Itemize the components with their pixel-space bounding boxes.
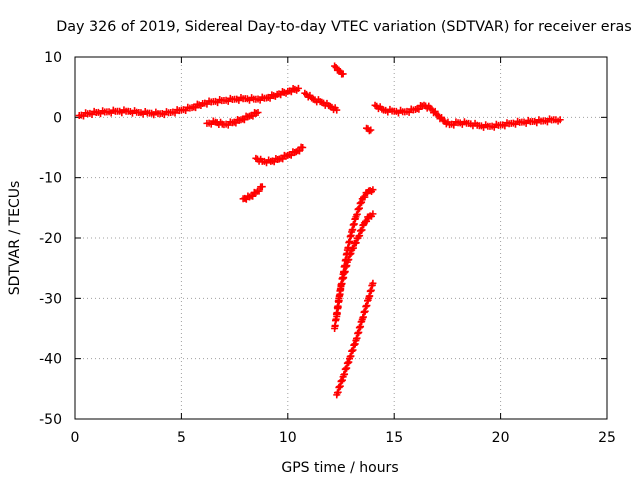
series-track-13-14h <box>363 124 375 135</box>
chart-title: Day 326 of 2019, Sidereal Day-to-day VTE… <box>56 19 631 35</box>
data-point <box>339 70 347 78</box>
data-point <box>299 144 307 151</box>
series-track-main-morning <box>75 84 302 120</box>
data-point <box>192 104 200 112</box>
y-tick-label: 0 <box>53 110 62 126</box>
series-track-9-10h <box>252 143 307 167</box>
data-point <box>556 116 564 124</box>
data-point <box>333 106 341 114</box>
tick-labels: 0 5 10 15 20 25 -50 -40 -30 -20 -10 0 10 <box>39 50 616 446</box>
series-track-13h <box>331 62 347 78</box>
data-point <box>367 126 375 134</box>
series-track-upper-eve <box>371 101 564 131</box>
x-axis-label: GPS time / hours <box>281 460 398 476</box>
y-tick-label: -40 <box>39 352 62 368</box>
x-tick-label: 15 <box>385 430 403 446</box>
data-point <box>335 66 343 74</box>
data-point <box>361 193 369 201</box>
series-track-11h <box>301 89 341 114</box>
x-tick-label: 10 <box>279 430 297 446</box>
series-track-8h <box>239 183 266 203</box>
y-tick-label: -20 <box>39 231 62 247</box>
series-track-dive-2 <box>333 210 377 320</box>
series-track-short-7h <box>203 109 262 129</box>
data-point <box>369 210 377 218</box>
y-tick-label: -10 <box>39 171 62 187</box>
x-tick-label: 5 <box>177 430 186 446</box>
axis-ticks <box>74 56 608 420</box>
data-point <box>249 192 257 200</box>
y-axis-label: SDTVAR / TECUs <box>7 181 23 296</box>
series-track-dive-3 <box>333 279 377 399</box>
y-tick-label: 10 <box>44 50 62 66</box>
data-point <box>258 183 266 191</box>
data-point <box>255 187 263 195</box>
x-tick-label: 0 <box>71 430 80 446</box>
data-point <box>294 84 302 92</box>
x-tick-label: 20 <box>492 430 510 446</box>
y-tick-label: -30 <box>39 291 62 307</box>
data-point <box>352 239 360 247</box>
x-tick-label: 25 <box>598 430 616 446</box>
data-point <box>369 186 377 194</box>
data-point <box>331 62 339 70</box>
data-point <box>369 279 377 287</box>
data-point <box>296 147 304 155</box>
data-points <box>75 62 564 399</box>
y-tick-label: -50 <box>39 412 62 428</box>
data-point <box>363 217 371 225</box>
data-point <box>254 109 262 117</box>
data-point <box>349 244 357 252</box>
